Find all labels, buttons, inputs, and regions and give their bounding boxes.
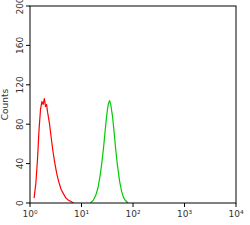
y-tick-label: 120 bbox=[15, 76, 25, 93]
y-tick-label: 40 bbox=[15, 158, 25, 170]
y-tick bbox=[26, 6, 30, 7]
chart: 0 40 80 120 160 200 10⁰ 10¹ 10² 10³ 10⁴ Counts bbox=[0, 0, 250, 225]
x-tick bbox=[133, 203, 134, 207]
x-tick-label: 10¹ bbox=[74, 209, 89, 219]
x-tick bbox=[184, 203, 185, 207]
histogram-line bbox=[91, 101, 128, 203]
plot-frame bbox=[30, 6, 236, 203]
y-tick bbox=[26, 163, 30, 164]
y-tick-label: 80 bbox=[15, 118, 25, 130]
histogram-line bbox=[34, 99, 73, 203]
x-tick-label: 10⁴ bbox=[228, 209, 243, 219]
x-tick bbox=[30, 203, 31, 207]
y-axis-label: Counts bbox=[0, 88, 10, 120]
x-tick bbox=[236, 203, 237, 207]
y-tick-label: 0 bbox=[15, 200, 25, 206]
x-tick-label: 10⁰ bbox=[22, 209, 37, 219]
y-tick-label: 160 bbox=[15, 37, 25, 54]
plot-area bbox=[34, 99, 128, 203]
y-tick bbox=[26, 45, 30, 46]
y-tick bbox=[26, 124, 30, 125]
y-tick bbox=[26, 84, 30, 85]
x-tick-label: 10² bbox=[125, 209, 140, 219]
x-tick-label: 10³ bbox=[177, 209, 192, 219]
y-tick-label: 200 bbox=[15, 0, 25, 15]
x-tick bbox=[81, 203, 82, 207]
y-tick bbox=[26, 203, 30, 204]
